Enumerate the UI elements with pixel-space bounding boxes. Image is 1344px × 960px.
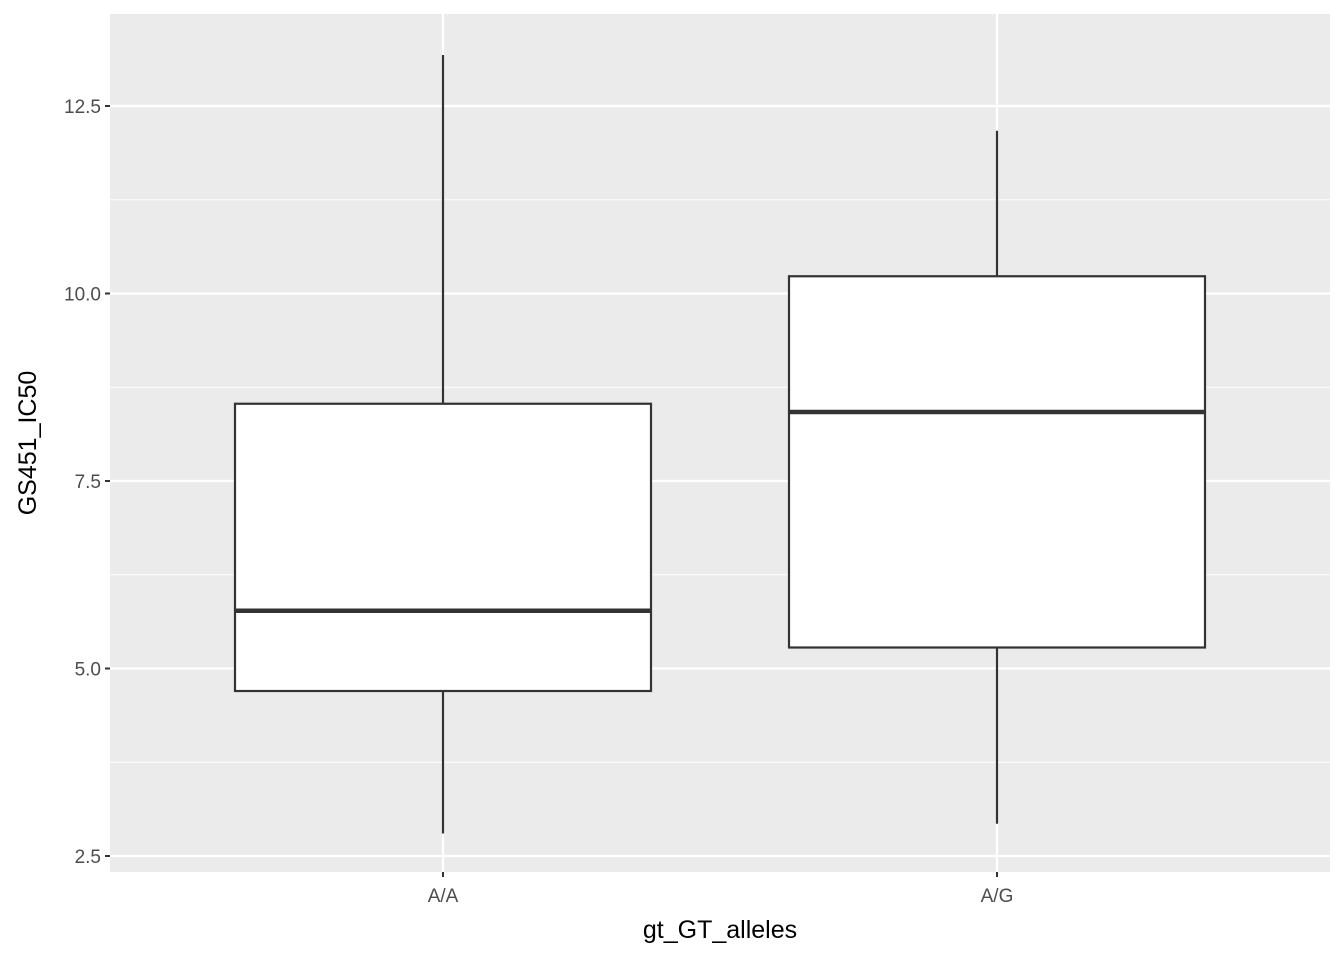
box-a-a: [233, 55, 653, 834]
y-axis: 2.5 5.0 7.5 10.0 12.5: [64, 97, 110, 868]
box-body: [233, 402, 653, 693]
y-tick-label: 2.5: [75, 847, 101, 868]
y-tick-label: 10.0: [64, 285, 101, 306]
y-axis-title: GS451_IC50: [14, 371, 42, 516]
box-a-g: [787, 130, 1207, 824]
y-tick-label: 12.5: [64, 97, 101, 118]
x-tick-label: A/G: [981, 886, 1014, 907]
box-series: [233, 55, 1207, 834]
y-tick-label: 5.0: [75, 660, 101, 681]
x-axis-title: gt_GT_alleles: [643, 916, 797, 944]
box-body: [787, 275, 1207, 649]
x-tick-label: A/A: [428, 886, 459, 907]
y-tick-label: 7.5: [75, 472, 101, 493]
x-axis: A/A A/G: [428, 872, 1014, 907]
